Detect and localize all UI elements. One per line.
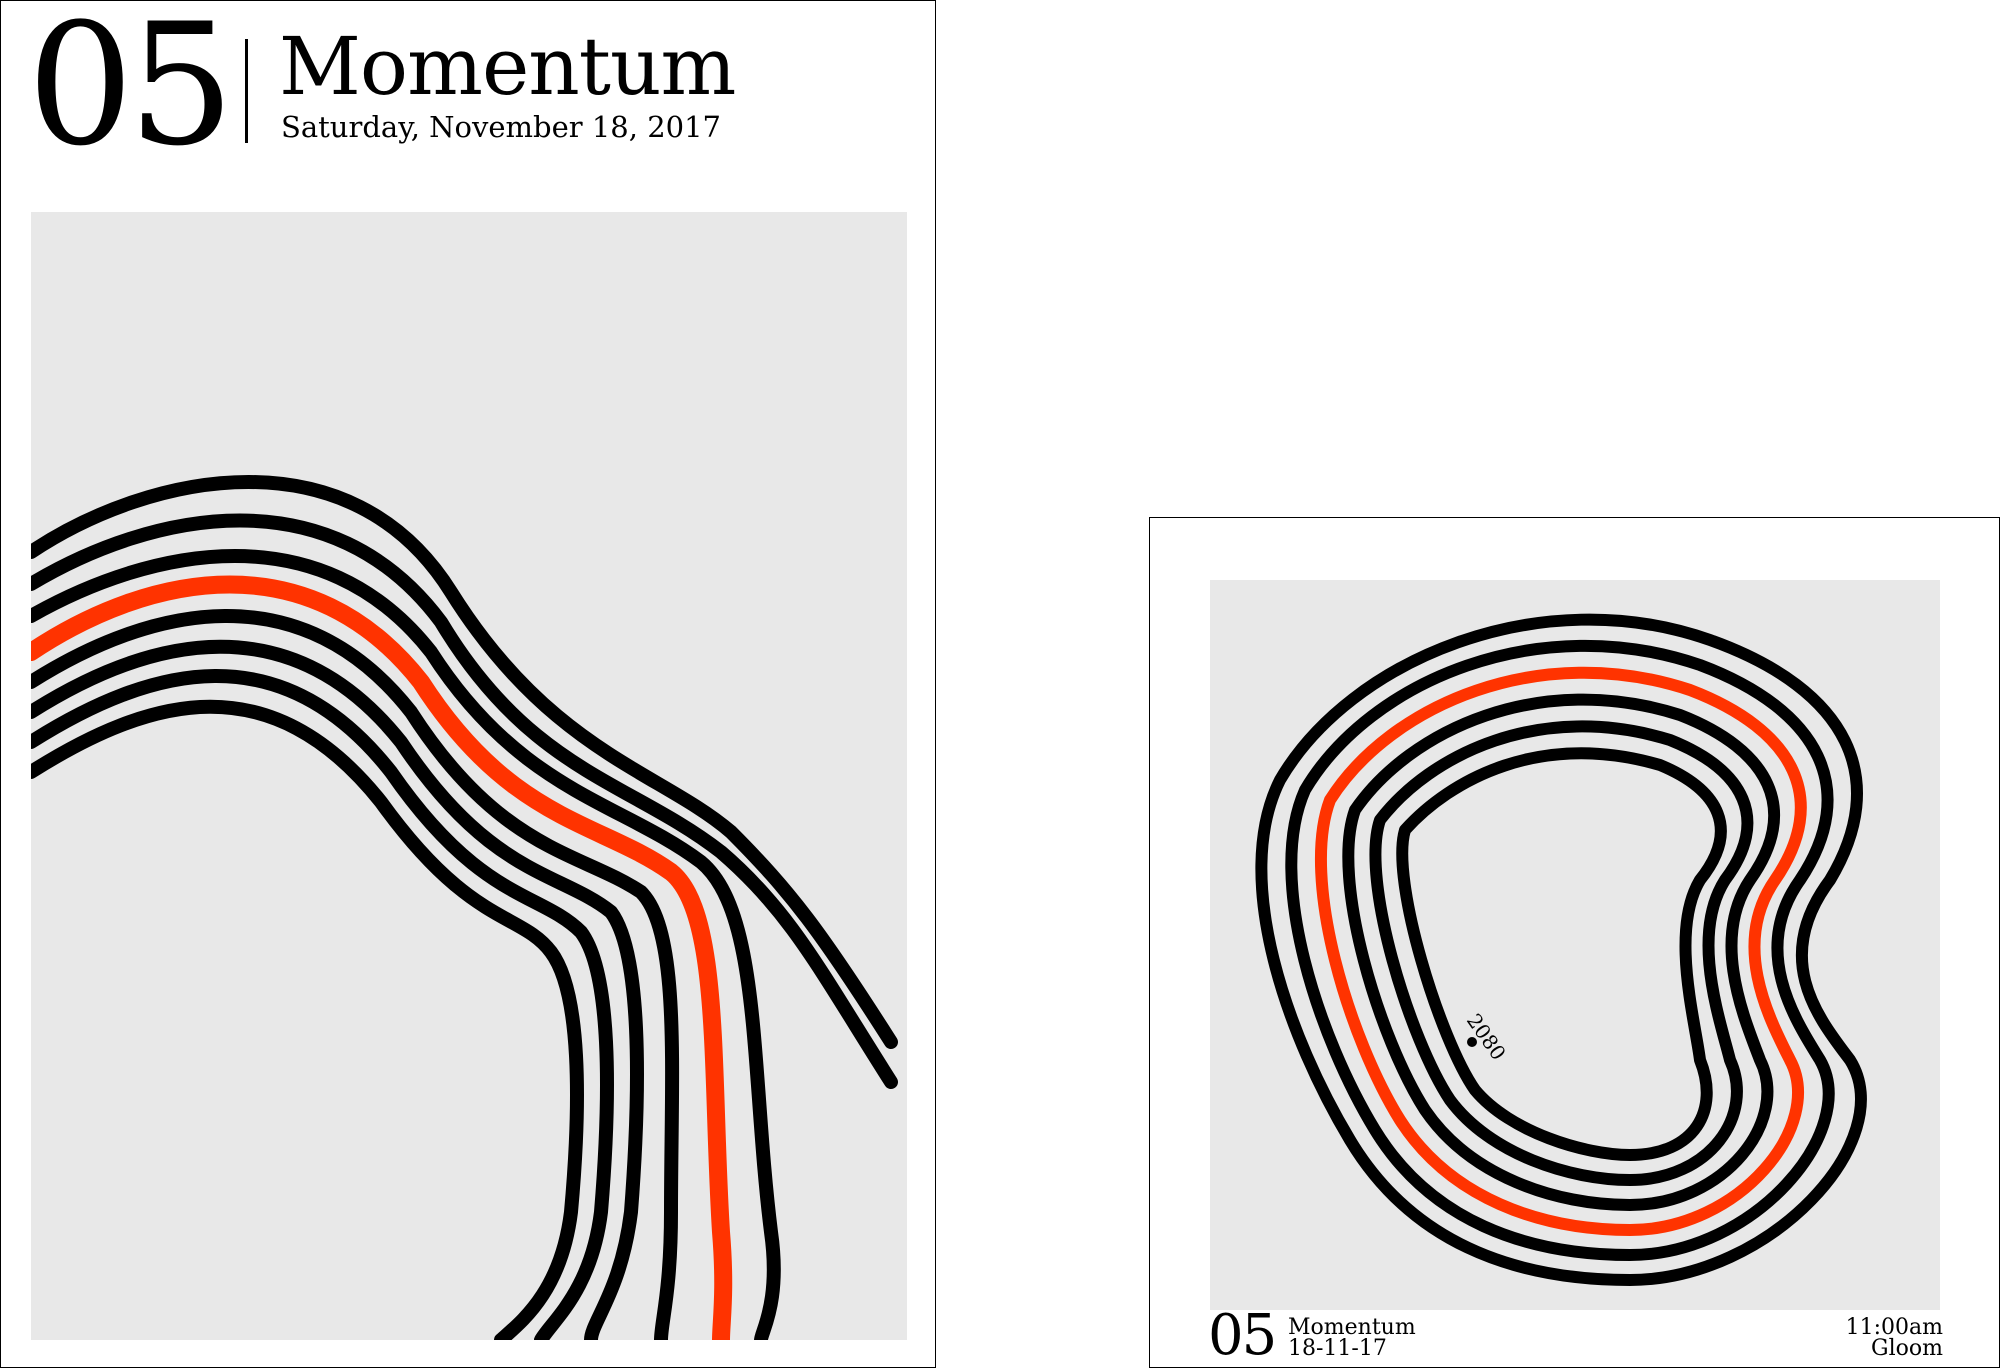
poster-mood: Gloom: [1871, 1336, 1943, 1361]
wave-line: [31, 639, 644, 1340]
loop-marker-dot: [1467, 1037, 1477, 1047]
wave-line: [31, 475, 898, 1049]
loop-lines: 2080: [1255, 613, 1867, 1286]
wave-line-accent: [31, 575, 733, 1340]
wave-line: [31, 549, 781, 1340]
poster-date: Saturday, November 18, 2017: [281, 110, 721, 144]
poster-left: 05 Momentum Saturday, November 18, 2017: [0, 0, 936, 1368]
artwork-wave: [31, 212, 907, 1340]
poster-date: 18-11-17: [1288, 1336, 1387, 1361]
loop-marker-label: 2080: [1462, 1009, 1511, 1064]
loop-line: [1342, 693, 1781, 1211]
loop-line: [1255, 613, 1867, 1286]
loop-line: [1285, 639, 1835, 1261]
loop-line-accent: [1314, 666, 1807, 1236]
poster-title: Momentum: [279, 20, 736, 113]
wave-line: [31, 669, 614, 1340]
loop-line: [1369, 720, 1754, 1186]
wave-line: [31, 513, 898, 1089]
poster-time: 11:00am: [1845, 1315, 1943, 1340]
loop-line: [1396, 747, 1727, 1161]
poster-title: Momentum: [1288, 1315, 1416, 1340]
wave-line: [31, 699, 584, 1340]
poster-number: 05: [27, 0, 235, 183]
wave-lines: [31, 475, 898, 1340]
header-divider: [245, 39, 248, 143]
poster-right: 2080 05 Momentum 18-11-17 11:00am Gloom: [1149, 517, 2000, 1368]
artwork-loop: 2080: [1210, 580, 1940, 1310]
poster-number: 05: [1208, 1303, 1277, 1368]
wave-line: [31, 609, 680, 1340]
